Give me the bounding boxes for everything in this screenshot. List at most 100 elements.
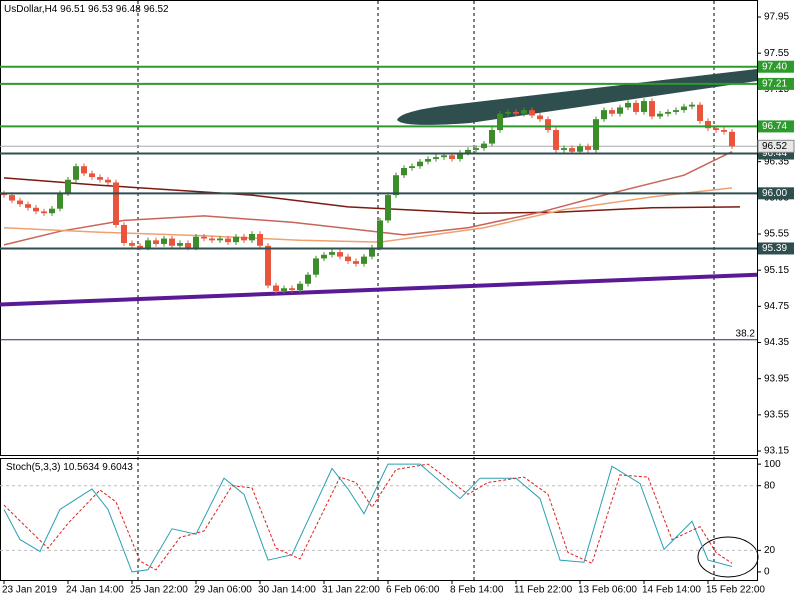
y-tick-label: 96.35 (764, 156, 789, 167)
candle-body (609, 110, 615, 114)
candle-body (401, 168, 407, 176)
y-tick-label: 97.55 (764, 48, 789, 59)
y-tick-label: 95.15 (764, 265, 789, 276)
candle-body (409, 166, 415, 169)
candle-body (105, 179, 111, 183)
candle-body (73, 166, 79, 180)
level-label-box (758, 60, 794, 73)
candle-body (305, 274, 311, 284)
candle-body (161, 238, 167, 244)
x-tick-label: 11 Feb 22:00 (514, 585, 573, 596)
candle-body (561, 148, 567, 150)
candle-body (481, 143, 487, 149)
x-tick-label: 15 Feb 22:00 (706, 585, 765, 596)
x-tick-label: 29 Jan 06:00 (194, 585, 252, 596)
candle-body (193, 236, 199, 248)
candle-body (361, 256, 367, 264)
stoch-title: Stoch(5,3,3) 10.5634 9.6043 (6, 462, 133, 473)
candle-body (441, 155, 447, 158)
candle-body (9, 195, 15, 201)
candle-body (153, 240, 159, 244)
candle-body (345, 256, 351, 262)
fib-label: 38.2 (736, 328, 756, 339)
y-tick-label: 93.55 (764, 409, 789, 420)
candle-body (569, 148, 575, 152)
y-tick-label: 0 (764, 567, 770, 578)
candle-body (393, 175, 399, 196)
stoch-line (3, 463, 733, 573)
candle-body (121, 224, 127, 244)
candle-body (217, 238, 223, 241)
candle-body (281, 288, 287, 291)
candle-body (185, 243, 191, 248)
y-tick-label: 93.15 (764, 446, 789, 457)
candle-body (25, 204, 31, 208)
candle-body (729, 131, 735, 147)
candle-body (81, 166, 87, 174)
level-label: 96.44 (762, 148, 787, 159)
moving-average (3, 151, 733, 246)
candle-body (313, 258, 319, 275)
candle-body (265, 245, 271, 286)
candle-body (697, 104, 703, 121)
stoch-pane (0, 458, 758, 581)
level-label: 97.40 (762, 61, 787, 72)
candle-body (681, 106, 687, 111)
level-label: 96.00 (762, 188, 787, 199)
candle-body (177, 243, 183, 246)
candle-body (209, 238, 215, 241)
chart-title: UsDollar,H4 96.51 96.53 96.48 96.52 (4, 4, 169, 15)
annotation-circle (697, 536, 759, 578)
level-label: 95.39 (762, 243, 787, 254)
candle-body (457, 152, 463, 159)
candle-body (385, 195, 391, 221)
level-label-box (758, 242, 794, 255)
candle-body (657, 113, 663, 117)
candle-body (585, 146, 591, 150)
stoch-line (3, 463, 733, 571)
level-label-box (758, 77, 794, 90)
price-pane (0, 0, 758, 456)
candle-body (241, 236, 247, 241)
current-price-box (757, 139, 795, 153)
candle-body (417, 161, 423, 167)
candle-body (369, 247, 375, 257)
level-label-box (758, 120, 794, 133)
x-tick-label: 23 Jan 2019 (2, 585, 57, 596)
candle-body (137, 245, 143, 248)
candle-body (721, 130, 727, 132)
level-label-box (758, 187, 794, 200)
candle-body (145, 240, 151, 248)
candle-body (425, 158, 431, 162)
candle-body (689, 104, 695, 107)
candle-body (377, 220, 383, 248)
candle-body (617, 107, 623, 114)
candle-body (553, 130, 559, 150)
candle-body (465, 149, 471, 153)
y-tick-label: 100 (764, 459, 781, 470)
candle-body (433, 157, 439, 159)
candle-body (353, 261, 359, 264)
candle-body (249, 234, 255, 241)
candle-body (273, 285, 279, 291)
candle-body (513, 111, 519, 114)
candle-body (233, 236, 239, 243)
y-tick-label: 94.35 (764, 337, 789, 348)
candle-body (169, 238, 175, 246)
candle-body (521, 110, 527, 114)
candle-body (289, 288, 295, 291)
candle-body (625, 102, 631, 108)
candle-body (505, 111, 511, 114)
x-tick-label: 14 Feb 14:00 (642, 585, 701, 596)
y-tick-label: 95.55 (764, 229, 789, 240)
candle-body (473, 148, 479, 150)
candle-body (713, 128, 719, 131)
separators (137, 1, 715, 580)
candle-body (449, 155, 455, 159)
x-tick-label: 31 Jan 22:00 (322, 585, 380, 596)
x-tick-label: 25 Jan 22:00 (130, 585, 188, 596)
moving-average (0, 272, 758, 307)
candle-body (257, 234, 263, 246)
candle-body (497, 113, 503, 131)
candle-body (297, 283, 303, 291)
